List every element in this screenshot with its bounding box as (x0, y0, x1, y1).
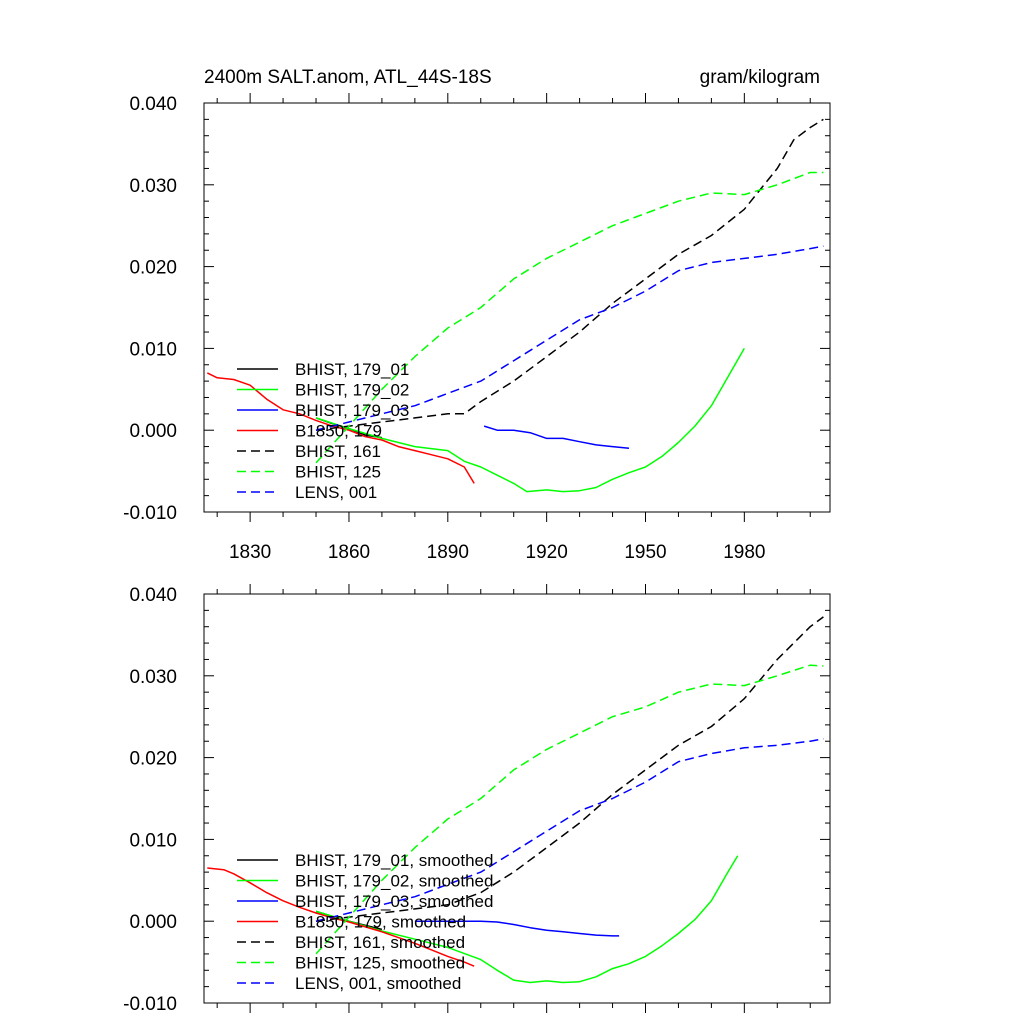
y-tick-label: 0.010 (129, 339, 177, 360)
legend-label: B1850, 179, smoothed (295, 913, 466, 932)
x-tick-label: 1860 (328, 542, 370, 563)
y-tick-label: 0.000 (129, 912, 177, 933)
y-tick-label: 0.000 (129, 421, 177, 442)
y-tick-label: 0.030 (129, 667, 177, 688)
top-panel: 1830 1860 1890 1920 1950 1980 -0.010 0.000 0.010… (123, 93, 831, 563)
series-line (315, 616, 824, 922)
series-line (414, 920, 620, 937)
y-tick-label: 0.040 (129, 585, 177, 606)
plot-frame (203, 593, 831, 1004)
y-tick-label: 0.020 (129, 749, 177, 770)
legend-label: BHIST, 125 (295, 463, 381, 482)
chart-title: 2400m SALT.anom, ATL_44S-18S (204, 67, 492, 88)
y-tick-label: -0.010 (123, 503, 177, 524)
plot-frame (203, 102, 831, 513)
y-tick-label: -0.010 (123, 994, 177, 1015)
legend-label: LENS, 001, smoothed (295, 974, 461, 993)
y-tick-label: 0.010 (129, 830, 177, 851)
legend-label: BHIST, 179_03 (295, 401, 409, 420)
legend-label: BHIST, 179_01, smoothed (295, 851, 493, 870)
series-line (315, 118, 824, 431)
series-line (315, 171, 824, 464)
legend-label: BHIST, 179_01 (295, 360, 409, 379)
series-line (315, 245, 824, 431)
x-tick-label: 1830 (229, 542, 271, 563)
x-tick-label: 1980 (723, 542, 765, 563)
legend-label: B1850, 179 (295, 422, 382, 441)
legend-label: BHIST, 179_02 (295, 381, 409, 400)
y-tick-label: 0.040 (129, 94, 177, 115)
y-tick-label: 0.030 (129, 176, 177, 197)
series-line (315, 664, 824, 955)
x-tick-label: 1920 (526, 542, 568, 563)
series-line (315, 855, 739, 984)
legend-label: BHIST, 179_03, smoothed (295, 892, 493, 911)
legend-label: BHIST, 125, smoothed (295, 954, 465, 973)
x-tick-label: 1950 (624, 542, 666, 563)
legend-label: BHIST, 161, smoothed (295, 933, 465, 952)
legend-label: BHIST, 179_02, smoothed (295, 872, 493, 891)
y-tick-label: 0.020 (129, 258, 177, 279)
series-line (483, 425, 630, 449)
units-label: gram/kilogram (700, 67, 820, 88)
bottom-panel: -0.010 0.000 0.010 0.020 0.030 0.040 BHIST, 17… (123, 584, 831, 1015)
x-tick-label: 1890 (427, 542, 469, 563)
legend-label: BHIST, 161 (295, 442, 381, 461)
series-line (207, 867, 475, 967)
series-line (315, 738, 824, 922)
legend-label: LENS, 001 (295, 483, 377, 502)
series-line (315, 348, 745, 493)
series-line (206, 372, 475, 484)
